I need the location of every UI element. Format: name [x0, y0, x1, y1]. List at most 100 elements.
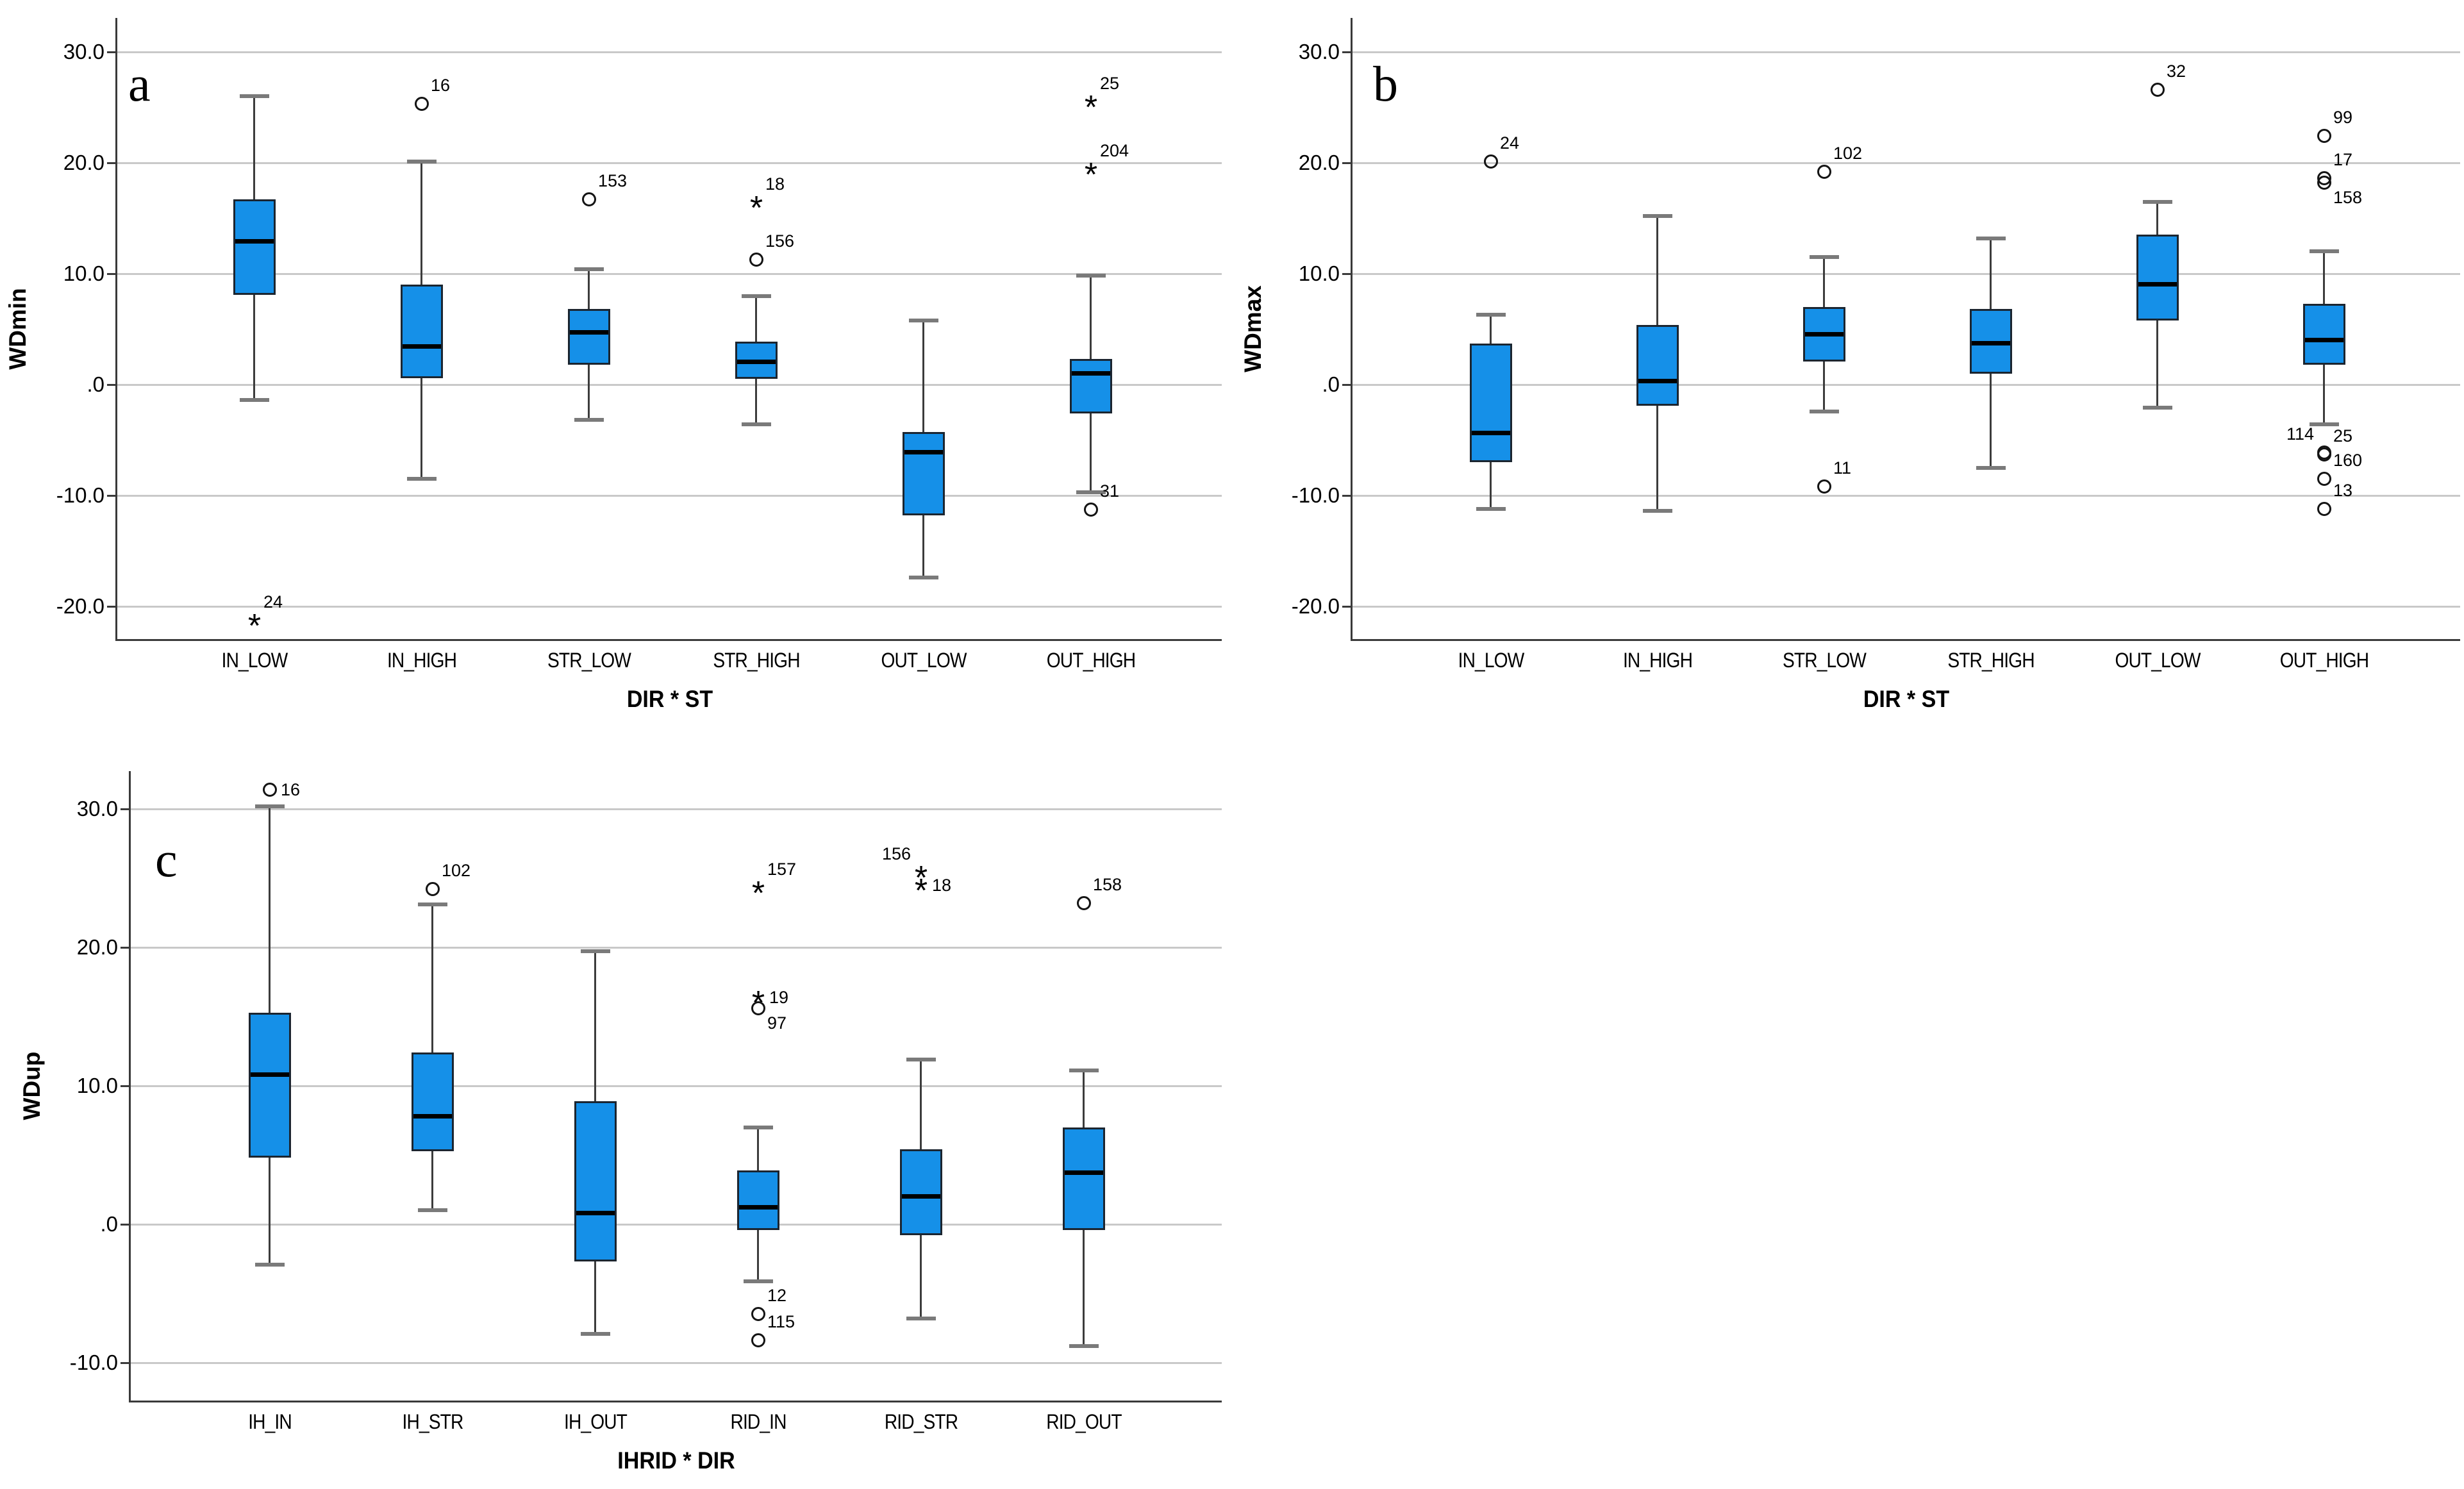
outlier-circle	[2151, 82, 2165, 97]
box-RID_STR	[900, 1149, 942, 1236]
extreme-star: *	[914, 860, 928, 897]
outlier-label: 153	[598, 171, 628, 191]
x-category-label: RID_STR	[884, 1410, 958, 1433]
y-tick-label: -20.0	[56, 594, 104, 618]
extreme-star: *	[1084, 88, 1098, 126]
x-axis-title: IHRID * DIR	[617, 1447, 735, 1474]
x-category-label: STR_LOW	[547, 649, 631, 672]
outlier-label: 12	[767, 1286, 787, 1306]
median-line	[1065, 1170, 1103, 1176]
outlier-circle	[1817, 164, 1831, 179]
y-tick-label: -20.0	[1291, 594, 1340, 618]
outlier-circle	[749, 252, 763, 267]
y-axis-title: WDmin	[4, 287, 31, 370]
outlier-label: 160	[2333, 451, 2363, 470]
outlier-label: 156	[881, 844, 911, 864]
whisker-cap	[1476, 313, 1506, 317]
whisker-cap	[1643, 509, 1672, 513]
x-category-label: RID_IN	[730, 1410, 787, 1433]
y-tick	[1342, 51, 1351, 53]
outlier-label: 25	[2333, 426, 2353, 445]
y-axis-line	[115, 18, 117, 641]
box-IH_STR	[412, 1052, 454, 1151]
whisker-cap	[1976, 236, 2006, 240]
outlier-circle	[2317, 176, 2331, 190]
median-line	[1638, 378, 1677, 383]
outlier-label: 156	[765, 231, 795, 251]
whisker-cap	[1976, 465, 2006, 470]
whisker-cap	[2310, 422, 2339, 427]
median-line	[739, 1205, 778, 1210]
outlier-label: 18	[765, 174, 785, 194]
box-OUT_LOW	[2136, 235, 2179, 320]
outlier-label: 102	[442, 861, 471, 881]
y-tick	[1342, 273, 1351, 275]
x-category-label: OUT_HIGH	[2279, 649, 2369, 672]
x-category-label: IH_STR	[402, 1410, 464, 1433]
y-tick	[121, 947, 129, 949]
y-tick-label: 10.0	[1298, 262, 1340, 285]
y-tick	[107, 495, 115, 497]
gridline	[131, 1224, 1222, 1226]
x-axis-line	[129, 1401, 1222, 1402]
median-line	[403, 344, 441, 349]
whisker-cap	[2143, 406, 2172, 410]
outlier-circle	[1084, 503, 1098, 517]
y-tick	[1342, 162, 1351, 164]
outlier-label: 16	[281, 779, 301, 799]
median-line	[1472, 431, 1510, 436]
box-IN_HIGH	[1636, 324, 1679, 406]
gridline	[117, 606, 1222, 608]
whisker-cap	[1076, 274, 1106, 278]
outlier-circle	[1077, 895, 1091, 910]
extreme-star: *	[914, 872, 928, 910]
gridline	[131, 947, 1222, 949]
box-IN_LOW	[233, 199, 276, 295]
gridline	[1353, 162, 2460, 164]
y-tick-label: .0	[100, 1212, 118, 1236]
box-IN_HIGH	[401, 285, 443, 378]
x-category-label: OUT_HIGH	[1046, 649, 1136, 672]
outlier-label: 31	[1100, 481, 1120, 501]
y-tick-label: .0	[1322, 372, 1340, 396]
box-IH_OUT	[574, 1101, 617, 1262]
box-RID_OUT	[1063, 1127, 1105, 1230]
extreme-star: *	[751, 875, 765, 913]
whisker-cap	[1069, 1069, 1099, 1073]
outlier-circle	[2317, 501, 2331, 516]
extreme-star: *	[1084, 156, 1098, 194]
y-tick	[107, 384, 115, 386]
whisker-cap	[742, 422, 771, 427]
y-tick	[107, 606, 115, 608]
y-tick	[121, 1362, 129, 1364]
y-tick-label: -10.0	[69, 1351, 118, 1374]
whisker-cap	[240, 398, 269, 403]
whisker-cap	[255, 804, 285, 808]
gridline	[117, 495, 1222, 497]
whisker-cap	[581, 1331, 610, 1336]
outlier-circle	[263, 782, 277, 797]
whisker-cap	[240, 94, 269, 99]
gridline	[131, 1362, 1222, 1364]
y-tick	[1342, 384, 1351, 386]
whisker-cap	[744, 1279, 773, 1283]
y-tick-label: 20.0	[1298, 151, 1340, 174]
panel-letter: a	[128, 56, 151, 112]
outlier-label: 158	[2333, 188, 2363, 208]
outlier-label: 115	[767, 1312, 795, 1332]
outlier-label: 19	[769, 987, 789, 1007]
outlier-label: 11	[1833, 458, 1852, 478]
whisker-cap	[1476, 506, 1506, 511]
median-line	[904, 449, 943, 454]
x-axis-title: DIR * ST	[1863, 686, 1950, 712]
whisker-cap	[1076, 490, 1106, 494]
y-tick	[107, 162, 115, 164]
whisker-cap	[1643, 214, 1672, 219]
y-tick-label: -10.0	[1291, 483, 1340, 507]
box-RID_IN	[737, 1170, 779, 1230]
outlier-label: 18	[932, 875, 952, 895]
whisker-cap	[909, 318, 938, 322]
outlier-circle	[751, 1307, 765, 1322]
x-axis-line	[1351, 639, 2460, 641]
outlier-label: 17	[2333, 150, 2353, 170]
